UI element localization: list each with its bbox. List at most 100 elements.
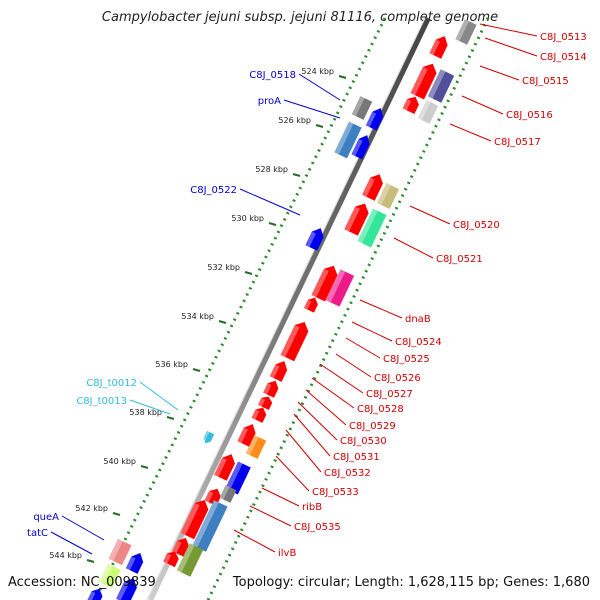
gene-c8j-0530 <box>237 424 256 447</box>
gene-arrow-highlight <box>258 397 266 407</box>
map-title: Campylobacter jejuni subsp. jejuni 81116… <box>101 10 499 25</box>
gene-arrow-body <box>365 108 384 131</box>
gene-label: C8J_0524 <box>395 337 442 348</box>
label-leader <box>335 353 372 378</box>
gene-arrow-highlight <box>427 69 446 99</box>
scale-label: 526 kbp <box>278 116 311 125</box>
gene-arrow-highlight <box>245 435 259 456</box>
label-leader <box>61 515 105 541</box>
gene-arrow-body <box>334 121 362 159</box>
gene-label: C8J_0517 <box>494 137 541 148</box>
gene-arrow-highlight <box>251 409 260 420</box>
gene-label: C8J_0516 <box>506 110 553 121</box>
gene-arrow-highlight <box>172 540 182 554</box>
gene-arrow-body <box>344 203 369 236</box>
gene-c8j-0531 <box>245 435 267 459</box>
gene-arrow-highlight <box>362 177 375 197</box>
scale-label: 524 kbp <box>301 67 334 76</box>
gene-label: C8J_0533 <box>312 487 359 498</box>
gene-label: C8J_0530 <box>340 436 387 447</box>
gene-arrow-highlight <box>305 231 316 248</box>
scale-label: 534 kbp <box>181 312 214 321</box>
label-leader <box>345 337 381 359</box>
gene-proa <box>334 121 362 159</box>
gene-c8j-0515 <box>410 63 437 100</box>
gene-label: ribB <box>302 502 322 513</box>
trna-label: C8J_t0013 <box>76 396 127 407</box>
gene-arrow-body <box>192 500 228 552</box>
gene-arrow-body <box>163 551 179 568</box>
gene-label: C8J_0525 <box>383 354 430 365</box>
trna-label: C8J_t0012 <box>86 378 137 389</box>
gene-arrow-highlight <box>163 553 172 564</box>
gene-label: C8J_0520 <box>453 220 500 231</box>
gene-arrow-body <box>351 135 370 160</box>
gene-arrow-highlight <box>269 364 280 379</box>
gene-tatc-b <box>116 578 137 600</box>
gene-arrow-highlight <box>176 543 195 573</box>
label-leader <box>479 65 520 81</box>
gene-arrow-body <box>269 360 288 382</box>
scale-label: 542 kbp <box>75 504 108 513</box>
gene-labels: C8J_0513 C8J_0514 C8J_0515 C8J_0516 C8J_0517… <box>27 23 587 559</box>
label-leader <box>139 381 179 411</box>
gene-c8j-0520-b <box>344 203 369 236</box>
gene-arrow-body <box>304 297 318 313</box>
scale-tick <box>112 512 121 516</box>
scale-label: 540 kbp <box>103 457 136 466</box>
gene-arrow-body <box>362 174 383 201</box>
gene-label: C8J_0514 <box>540 52 587 63</box>
gene-quea <box>108 538 132 566</box>
gene-arrow-body <box>99 563 121 589</box>
gene-arrow-highlight <box>311 268 329 298</box>
scale-label: 538 kbp <box>129 408 162 417</box>
label-leader <box>249 505 292 527</box>
gene-arrow-body <box>427 69 455 103</box>
scale-tick <box>218 320 227 324</box>
label-leader <box>298 73 341 101</box>
gene-arrow-body <box>108 538 132 566</box>
left-dotted-line <box>93 17 387 600</box>
gene-label-left: queA <box>33 512 59 523</box>
gene-arrow-highlight <box>344 206 360 232</box>
label-leader <box>275 455 310 492</box>
gene-arrow-highlight <box>180 503 200 536</box>
gene-arrow-body <box>245 435 267 459</box>
gene-c8j-0524 <box>304 297 318 313</box>
label-leader <box>285 429 322 473</box>
label-leader <box>261 487 300 507</box>
gene-arrow-body <box>417 100 439 124</box>
gene-arrow-body <box>176 543 204 577</box>
scale-tick <box>338 75 347 79</box>
gene-label: C8J_0528 <box>357 404 404 415</box>
genome-backbone-highlight <box>146 17 426 600</box>
scale-dotted-lines <box>93 17 490 600</box>
gene-arrow-highlight <box>351 96 365 117</box>
gene-arrow-body <box>116 578 137 600</box>
gene-ilvb-a <box>192 500 228 552</box>
trna-c8j-t0013 <box>201 430 215 444</box>
gene-c8j-0513 <box>429 36 448 59</box>
gene-arrow-highlight <box>204 491 214 503</box>
scale-tick <box>268 222 277 226</box>
scale-tick <box>315 124 324 128</box>
gene-arrow-highlight <box>263 383 272 395</box>
gene-arrow-highlight <box>455 19 469 42</box>
gene-arrow-body <box>172 537 190 557</box>
label-leader <box>239 188 301 216</box>
gene-arrow-highlight <box>365 111 377 128</box>
scale-label: 530 kbp <box>231 214 264 223</box>
gene-label: C8J_0531 <box>333 452 380 463</box>
gene-arrow-body <box>263 380 279 398</box>
gene-ribb-b <box>219 485 237 503</box>
scale-label: 544 kbp <box>49 551 82 560</box>
gene-arrow-highlight <box>429 39 440 56</box>
gene-proa-a <box>365 108 384 131</box>
label-leader <box>359 299 403 319</box>
gene-arrow-body <box>410 63 437 100</box>
gene-label: ilvB <box>278 548 296 559</box>
gene-arrow-highlight <box>214 457 227 477</box>
gene-features <box>87 19 477 600</box>
label-leader <box>50 531 93 555</box>
